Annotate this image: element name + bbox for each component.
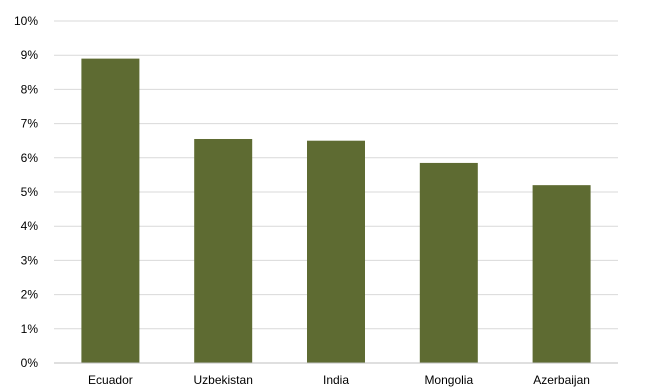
bar-uzbekistan: [194, 138, 253, 363]
y-tick-label: 2%: [21, 288, 39, 302]
y-tick-label: 0%: [21, 356, 39, 370]
x-category-label: Azerbaijan: [533, 373, 590, 387]
y-tick-label: 7%: [21, 117, 39, 131]
y-tick-label: 9%: [21, 48, 39, 62]
bars: [81, 58, 591, 364]
y-tick-label: 8%: [21, 82, 39, 96]
x-category-label: Ecuador: [88, 373, 133, 387]
bar-ecuador: [81, 58, 140, 364]
x-category-label: Uzbekistan: [194, 373, 253, 387]
x-axis-category-labels: Ecuador Uzbekistan India Mongolia Azerbaijan: [88, 373, 590, 387]
y-tick-label: 5%: [21, 185, 39, 199]
y-tick-label: 1%: [21, 322, 39, 336]
y-axis-tick-labels: 0% 1% 2% 3% 4% 5% 6% 7% 8% 9% 10%: [14, 14, 38, 370]
x-category-label: India: [323, 373, 349, 387]
y-tick-label: 10%: [14, 14, 38, 28]
y-tick-label: 6%: [21, 151, 39, 165]
y-tick-label: 3%: [21, 253, 39, 267]
bar-azerbaijan: [532, 185, 591, 363]
bar-mongolia: [419, 162, 478, 363]
bar-india: [307, 140, 365, 363]
x-category-label: Mongolia: [424, 373, 473, 387]
y-tick-label: 4%: [21, 219, 39, 233]
